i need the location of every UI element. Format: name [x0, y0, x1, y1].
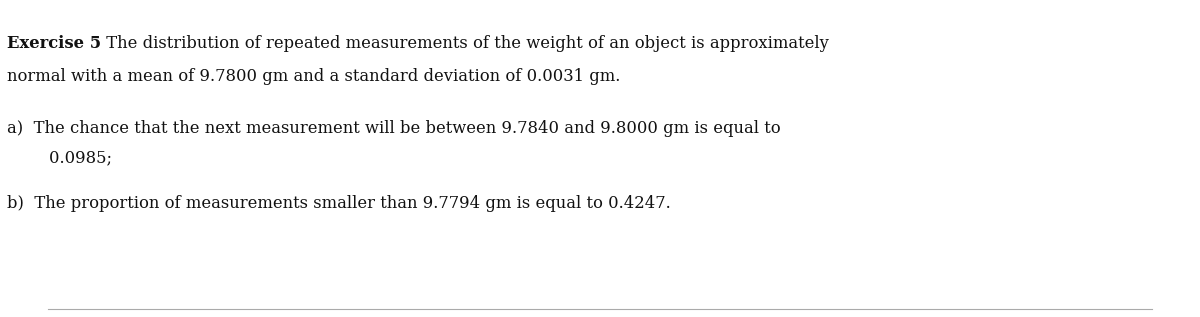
Text: 0.0985;: 0.0985;: [7, 149, 112, 166]
Text: normal with a mean of 9.7800 gm and a standard deviation of 0.0031 gm.: normal with a mean of 9.7800 gm and a st…: [7, 68, 620, 85]
Text: b)  The proportion of measurements smaller than 9.7794 gm is equal to 0.4247.: b) The proportion of measurements smalle…: [7, 195, 671, 212]
Text: a)  The chance that the next measurement will be between 9.7840 and 9.8000 gm is: a) The chance that the next measurement …: [7, 120, 780, 137]
Text: Exercise 5: Exercise 5: [7, 35, 101, 52]
Text: The distribution of repeated measurements of the weight of an object is approxim: The distribution of repeated measurement…: [101, 35, 829, 52]
